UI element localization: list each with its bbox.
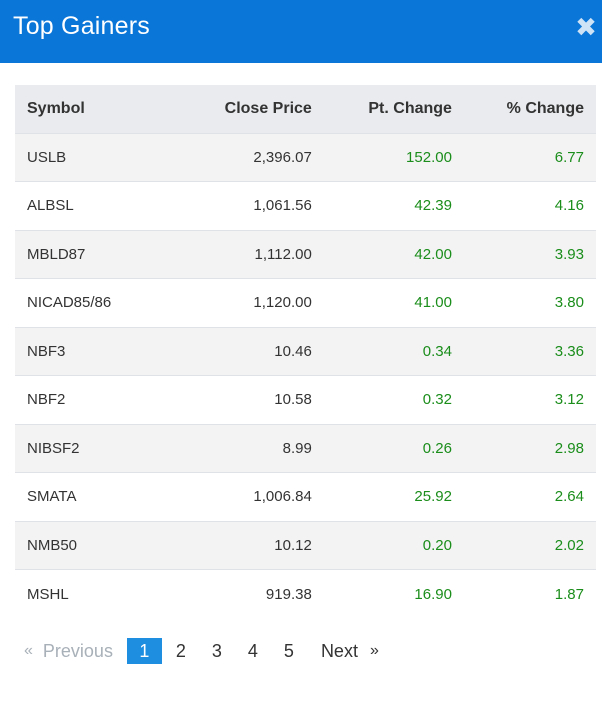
column-header-pt-change[interactable]: Pt. Change xyxy=(368,99,452,117)
cell-pt-change: 25.92 xyxy=(414,488,452,506)
cell-close-price: 1,120.00 xyxy=(253,294,312,312)
column-header-pct-change[interactable]: % Change xyxy=(506,99,584,117)
column-header-symbol[interactable]: Symbol xyxy=(27,99,85,117)
cell-close-price: 1,112.00 xyxy=(254,245,312,263)
cell-symbol[interactable]: NBF3 xyxy=(27,342,66,360)
table-row: MBLD87 1,112.00 42.00 3.93 xyxy=(15,230,596,279)
cell-pt-change: 0.34 xyxy=(422,342,452,360)
next-page-link[interactable]: Next xyxy=(320,640,358,661)
cell-symbol[interactable]: SMATA xyxy=(27,488,77,506)
previous-page-link: Previous xyxy=(42,640,113,661)
cell-pct-change: 2.98 xyxy=(554,439,584,457)
modal-header: Top Gainers ✖ xyxy=(0,0,602,63)
gainers-table: Symbol Close Price Pt. Change % Change U… xyxy=(15,85,596,618)
cell-pct-change: 3.12 xyxy=(554,391,584,409)
cell-pct-change: 4.16 xyxy=(554,197,584,215)
table-row: NIBSF2 8.99 0.26 2.98 xyxy=(15,424,596,473)
cell-pt-change: 152.00 xyxy=(406,148,452,166)
close-icon[interactable]: ✖ xyxy=(575,12,597,42)
cell-symbol[interactable]: NMB50 xyxy=(27,536,78,554)
cell-pct-change: 2.64 xyxy=(554,488,584,506)
cell-symbol[interactable]: ALBSL xyxy=(27,197,74,215)
gainers-table-container: Symbol Close Price Pt. Change % Change U… xyxy=(15,85,596,618)
pagination: « Previous 1 2 3 4 5 Next » xyxy=(24,638,379,664)
column-header-close-price[interactable]: Close Price xyxy=(224,99,312,117)
page-link-1[interactable]: 1 xyxy=(126,638,162,664)
cell-pt-change: 0.20 xyxy=(422,536,452,554)
cell-pt-change: 41.00 xyxy=(414,294,452,312)
cell-pct-change: 6.77 xyxy=(554,148,584,166)
page-link-4[interactable]: 4 xyxy=(247,640,258,661)
table-row: NICAD85/86 1,120.00 41.00 3.80 xyxy=(15,278,596,327)
cell-pt-change: 16.90 xyxy=(414,585,452,603)
cell-pct-change: 3.80 xyxy=(554,294,584,312)
cell-pct-change: 2.02 xyxy=(554,536,584,554)
cell-close-price: 10.46 xyxy=(274,342,312,360)
table-row: SMATA 1,006.84 25.92 2.64 xyxy=(15,472,596,521)
cell-pt-change: 0.26 xyxy=(422,439,452,457)
page-link-5[interactable]: 5 xyxy=(283,640,294,661)
cell-close-price: 1,061.56 xyxy=(253,197,312,215)
table-row: NBF3 10.46 0.34 3.36 xyxy=(15,327,596,376)
cell-symbol[interactable]: USLB xyxy=(27,148,67,166)
cell-close-price: 919.38 xyxy=(265,585,312,603)
table-row: NMB50 10.12 0.20 2.02 xyxy=(15,521,596,570)
cell-symbol[interactable]: NICAD85/86 xyxy=(27,294,112,312)
table-row: NBF2 10.58 0.32 3.12 xyxy=(15,375,596,424)
cell-close-price: 8.99 xyxy=(282,439,312,457)
last-page-arrow-icon[interactable]: » xyxy=(369,642,379,659)
cell-symbol[interactable]: NIBSF2 xyxy=(27,439,80,457)
table-row: MSHL 919.38 16.90 1.87 xyxy=(15,569,596,618)
cell-pt-change: 42.39 xyxy=(414,197,452,215)
page-link-2[interactable]: 2 xyxy=(175,640,186,661)
cell-symbol[interactable]: MSHL xyxy=(27,585,69,603)
cell-close-price: 2,396.07 xyxy=(253,148,312,166)
cell-close-price: 10.58 xyxy=(274,391,312,409)
cell-symbol[interactable]: MBLD87 xyxy=(27,245,86,263)
cell-symbol[interactable]: NBF2 xyxy=(27,391,66,409)
cell-pt-change: 42.00 xyxy=(414,245,452,263)
table-row: USLB 2,396.07 152.00 6.77 xyxy=(15,133,596,182)
cell-close-price: 1,006.84 xyxy=(253,488,312,506)
cell-pct-change: 1.87 xyxy=(554,585,584,603)
first-page-arrow-icon: « xyxy=(24,642,33,659)
cell-pct-change: 3.93 xyxy=(554,245,584,263)
cell-close-price: 10.12 xyxy=(274,536,312,554)
page-link-3[interactable]: 3 xyxy=(211,640,222,661)
table-header-row: Symbol Close Price Pt. Change % Change xyxy=(15,85,596,133)
table-row: ALBSL 1,061.56 42.39 4.16 xyxy=(15,181,596,230)
cell-pt-change: 0.32 xyxy=(422,391,452,409)
cell-pct-change: 3.36 xyxy=(554,342,584,360)
modal-title: Top Gainers xyxy=(13,12,150,40)
